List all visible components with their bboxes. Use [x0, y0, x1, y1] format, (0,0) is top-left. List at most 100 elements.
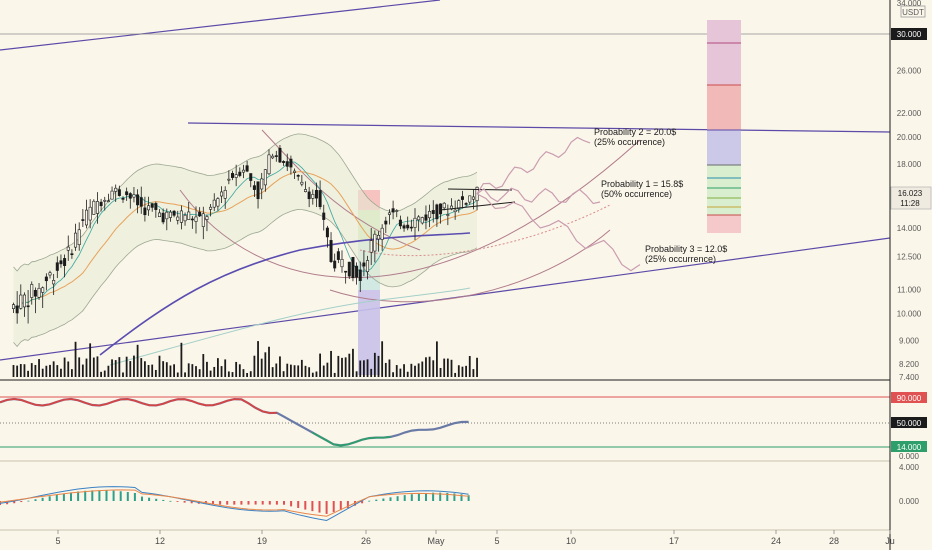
- macd-histogram-bar: [119, 491, 122, 501]
- candle-body: [420, 217, 424, 224]
- macd-histogram-bar: [126, 492, 129, 501]
- macd-histogram-bar: [133, 492, 136, 501]
- volume-bar: [220, 366, 223, 377]
- candle-body: [77, 229, 81, 245]
- candle-body: [318, 190, 322, 207]
- candle-body: [220, 191, 224, 197]
- candle-body: [380, 227, 384, 240]
- rsi-14-badge: [891, 441, 927, 452]
- candle-body: [48, 272, 52, 276]
- volume-bar: [217, 358, 219, 377]
- candle-body: [190, 218, 194, 221]
- volume-bar: [92, 357, 95, 377]
- macd-histogram-bar: [112, 490, 115, 501]
- macd-histogram-bar: [311, 501, 314, 512]
- candle-body: [355, 265, 359, 278]
- candle-body: [431, 210, 435, 214]
- x-tick-label: May: [427, 536, 445, 546]
- candle-body: [285, 161, 289, 167]
- candle-body: [70, 253, 74, 256]
- volume-bar: [395, 365, 398, 377]
- volume-bar: [63, 357, 66, 377]
- volume-bar: [322, 365, 325, 377]
- candle-body: [66, 246, 70, 251]
- x-tick-label: 24: [771, 536, 781, 546]
- candle-body: [198, 211, 202, 217]
- volume-bar: [235, 361, 238, 377]
- volume-bar: [136, 344, 139, 377]
- macd-histogram-bar: [275, 501, 278, 505]
- lower-arc: [329, 229, 611, 303]
- volume-bar: [140, 358, 143, 377]
- volume-bar: [446, 358, 449, 377]
- projection-label-1: Probability 1 = 15.8$: [601, 179, 683, 189]
- volume-bar: [122, 372, 124, 377]
- candle-body: [201, 213, 205, 227]
- price-tick-label: 12.500: [897, 253, 922, 262]
- zone-mid: [707, 130, 741, 165]
- volume-bar: [56, 365, 59, 377]
- candle-body: [150, 203, 154, 208]
- volume-bar: [231, 372, 234, 377]
- volume-bar: [238, 364, 241, 377]
- candlestick-series: [12, 144, 479, 324]
- volume-bar: [271, 367, 274, 377]
- volume-bar: [348, 353, 351, 377]
- macd-histogram-bar: [212, 501, 214, 505]
- volume-bar: [67, 361, 70, 377]
- volume-bar: [443, 358, 446, 377]
- macd-histogram-bar: [233, 501, 236, 505]
- projection-label-3: Probability 3 = 12.0$: [645, 244, 727, 254]
- candle-body: [457, 200, 461, 210]
- rsi-14-label: 14.000: [897, 443, 922, 452]
- candle-body: [274, 155, 278, 157]
- macd-histogram-bar: [105, 490, 108, 501]
- candle-body: [464, 203, 468, 205]
- candle-body: [187, 211, 191, 220]
- volume-bar: [275, 363, 278, 377]
- volume-bar: [381, 341, 384, 377]
- candle-body: [44, 276, 48, 282]
- price-tick-label: 14.000: [897, 224, 922, 233]
- bollinger-upper: [13, 133, 478, 272]
- candle-body: [238, 171, 242, 176]
- volume-bar: [180, 342, 183, 377]
- candle-body: [114, 187, 118, 192]
- candle-body: [256, 181, 260, 200]
- candle-body: [395, 210, 399, 212]
- volume-bar: [198, 369, 201, 377]
- volume-bar: [293, 365, 296, 377]
- volume-bar: [187, 363, 190, 377]
- macd-histogram-bar: [176, 501, 179, 502]
- candle-body: [373, 233, 377, 252]
- volume-bar: [457, 365, 460, 377]
- projection-path: [476, 187, 601, 205]
- candle-body: [263, 169, 267, 186]
- x-axis: 5 12 19 26 May 5 10 17 24 28 Ju: [55, 530, 895, 546]
- macd-histogram-bar: [247, 501, 250, 505]
- candle-body: [176, 216, 180, 221]
- countdown-label: 11:28: [900, 199, 920, 208]
- candle-body: [289, 158, 293, 168]
- candle-body: [278, 147, 282, 163]
- macd-histogram-bar: [226, 501, 229, 505]
- candle-body: [194, 216, 198, 222]
- macd-histogram-bar: [290, 501, 293, 507]
- candle-body: [398, 219, 402, 227]
- macd-lines: [0, 486, 469, 522]
- candle-body: [19, 294, 23, 309]
- candle-body: [406, 224, 410, 229]
- rsi-50-badge: [891, 417, 927, 428]
- candle-body: [417, 216, 421, 221]
- volume-bar: [249, 371, 252, 377]
- volume-bar: [319, 353, 321, 377]
- candle-body: [413, 217, 417, 228]
- macd-histogram-bar: [183, 501, 186, 503]
- candle-body: [468, 195, 472, 203]
- candle-body: [117, 189, 121, 196]
- zone-upper: [707, 85, 741, 130]
- volume-bar: [169, 365, 172, 377]
- price-tick-label: 20.000: [897, 133, 922, 142]
- macd-histogram-bar: [460, 494, 463, 501]
